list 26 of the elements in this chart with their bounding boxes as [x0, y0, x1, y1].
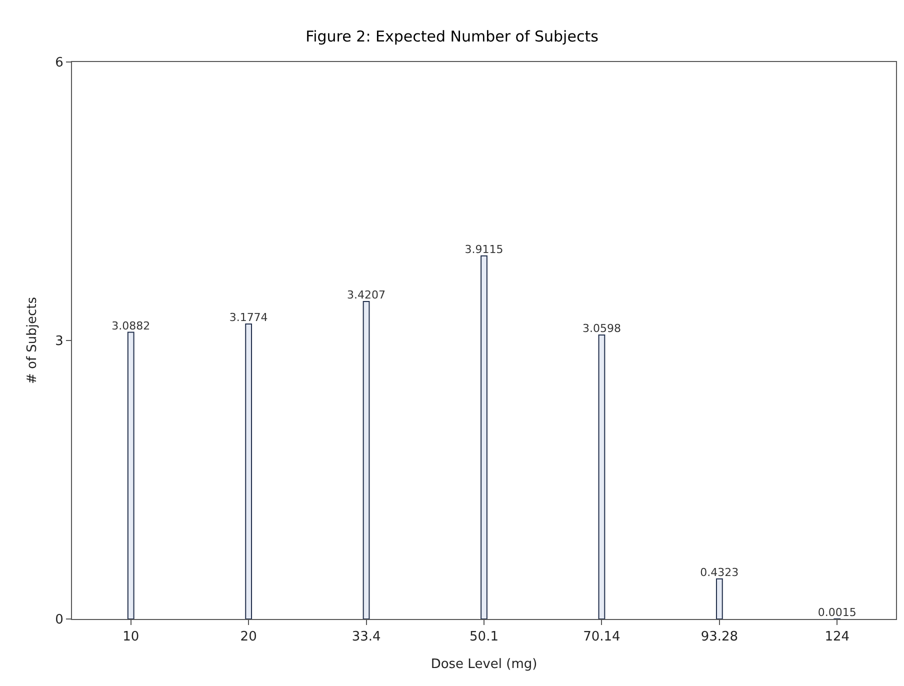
x-tick-label: 93.28 [700, 630, 738, 645]
bar [362, 300, 370, 619]
data-label: 0.0015 [818, 606, 856, 619]
y-tick-label: 0 [55, 612, 64, 628]
bar [716, 578, 723, 619]
x-tick-label: 124 [824, 630, 850, 645]
data-label: 3.0598 [582, 322, 621, 335]
chart-title: Figure 2: Expected Number of Subjects [306, 27, 599, 46]
bar [127, 332, 134, 619]
data-label: 0.4323 [700, 566, 739, 579]
x-tick-label: 20 [240, 630, 257, 645]
data-label: 3.9115 [464, 242, 504, 256]
y-tick-label: 6 [55, 56, 64, 71]
x-tick-label: 50.1 [470, 630, 498, 645]
y-tick-label: 3 [55, 334, 64, 350]
x-axis-title: Dose Level (mg) [430, 657, 538, 672]
x-tick-label: 70.14 [583, 630, 620, 645]
bar [598, 334, 606, 619]
data-label: 3.4207 [347, 288, 386, 302]
y-axis-title: # of Subjects [25, 296, 40, 384]
x-tick-label: 10 [122, 630, 140, 645]
bar [480, 255, 488, 619]
bar [245, 324, 252, 619]
data-label: 3.0882 [112, 319, 150, 332]
data-label: 3.1774 [229, 311, 268, 324]
x-tick-label: 33.4 [352, 630, 381, 645]
